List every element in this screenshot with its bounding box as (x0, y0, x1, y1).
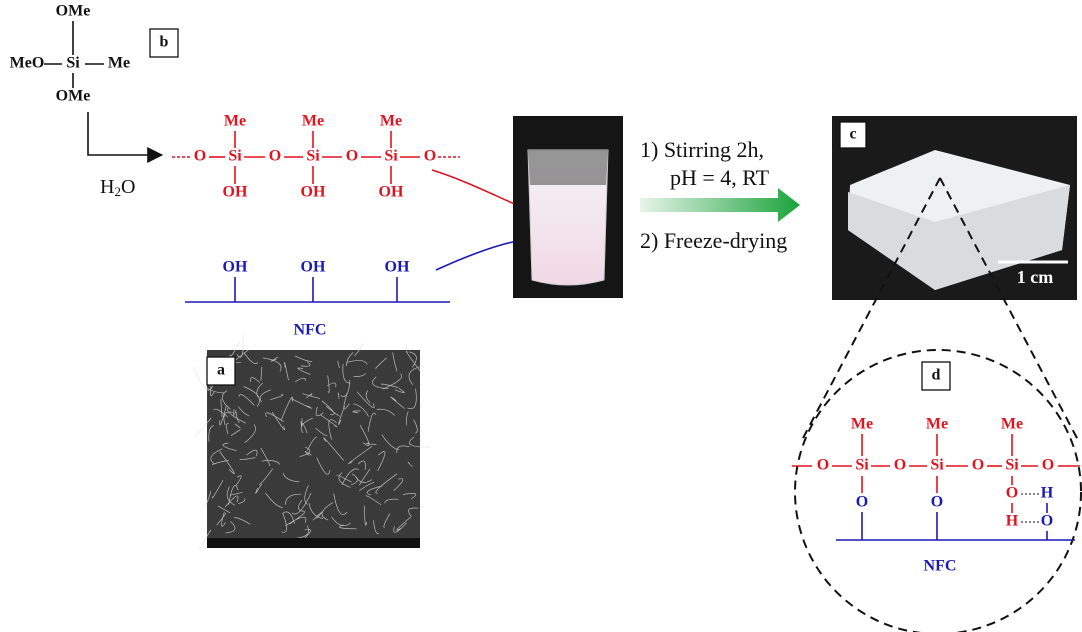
beaker-photo (513, 116, 623, 298)
atom: Me (108, 55, 130, 72)
reagent-text: O (121, 176, 135, 198)
panel-label: b (160, 34, 169, 51)
silanol-chain: O Si O Si O Si O Me OH Me OH Me OH (172, 113, 460, 201)
atom: Si (384, 148, 398, 165)
atom: OMe (56, 88, 91, 105)
process-arrow (640, 188, 800, 222)
atom: O (1042, 457, 1054, 474)
atom: O (194, 148, 206, 165)
atom: O (269, 148, 281, 165)
arrow (88, 112, 160, 155)
atom: OMe (56, 3, 91, 20)
atom: Si (228, 148, 242, 165)
atom: Si (855, 457, 869, 474)
atom: O (894, 457, 906, 474)
reagent: H2O (100, 176, 135, 199)
atom: Me (851, 416, 873, 433)
atom: Si (66, 55, 80, 72)
scale-bar: 1 cm (1017, 267, 1053, 287)
atom: O (972, 457, 984, 474)
atom: H (1041, 485, 1054, 502)
panel-label: d (932, 367, 941, 384)
process-step: 2) Freeze-drying (640, 228, 787, 253)
atom: Me (1001, 416, 1023, 433)
process-step: 1) Stirring 2h, (640, 137, 764, 162)
atom: OH (301, 184, 326, 201)
page: {"panels": {"a": "a", "b": "b", "c": "c"… (0, 0, 1082, 632)
atom: O (931, 494, 943, 511)
nfc: NFC OH OH OH (185, 259, 450, 339)
atom: OH (223, 259, 248, 276)
aerogel-photo: c 1 cm (832, 116, 1077, 300)
atom: Si (1005, 457, 1019, 474)
atom: OH (301, 259, 326, 276)
atom: O (424, 148, 436, 165)
atom: Si (930, 457, 944, 474)
reagent-text: H (100, 176, 114, 198)
atom: O (817, 457, 829, 474)
process-step: pH = 4, RT (670, 165, 770, 190)
panel-label: c (849, 126, 856, 143)
panel-label: a (217, 362, 225, 379)
atom: O (1006, 485, 1018, 502)
atom: H (1006, 513, 1019, 530)
precursor: OMe MeO Si Me OMe (10, 3, 130, 105)
nfc-label: NFC (294, 322, 327, 339)
atom: OH (379, 184, 404, 201)
diagram: OMe MeO Si Me OMe b H2O OSiOSiOSiOMeOHMe… (0, 0, 1082, 632)
atom: Me (926, 416, 948, 433)
nfc-label: NFC (924, 558, 957, 575)
atom: O (346, 148, 358, 165)
atom: O (856, 494, 868, 511)
atom: OH (385, 259, 410, 276)
sem-image: a (193, 335, 430, 550)
atom: Si (306, 148, 320, 165)
atom: MeO (10, 55, 45, 72)
atom: Me (224, 113, 246, 130)
atom: OH (223, 184, 248, 201)
atom: Me (302, 113, 324, 130)
atom: O (1041, 513, 1053, 530)
atom: Me (380, 113, 402, 130)
